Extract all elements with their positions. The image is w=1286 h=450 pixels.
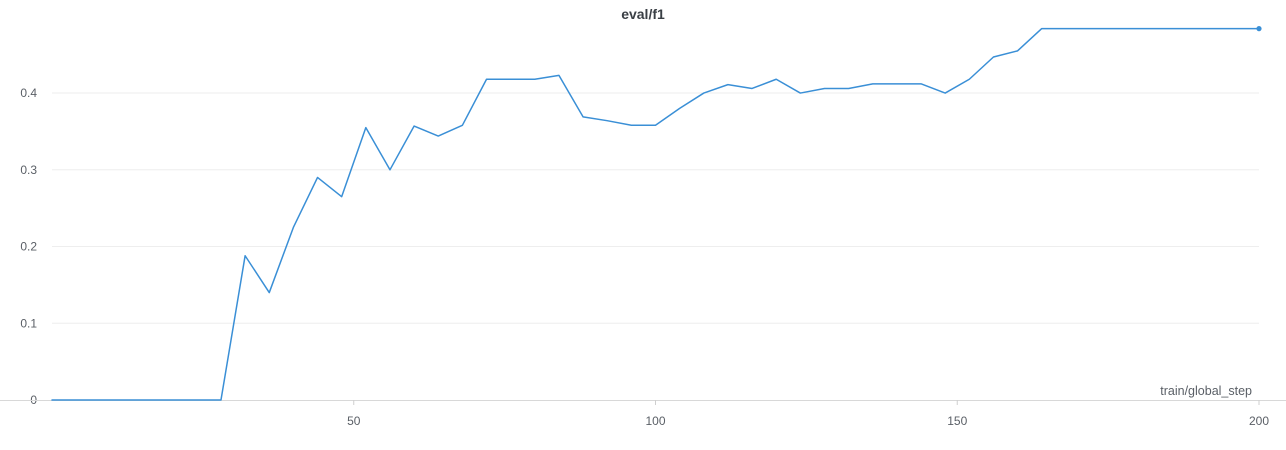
x-tick-label: 100 <box>645 414 665 428</box>
y-tick-label: 0.1 <box>20 316 37 330</box>
grid-lines <box>52 92 1259 324</box>
series-layer <box>51 26 1262 401</box>
x-tick-label: 50 <box>347 414 361 428</box>
x-tick-label: 200 <box>1249 414 1269 428</box>
x-tick-label: 150 <box>947 414 967 428</box>
y-tick-label: 0.2 <box>20 240 37 254</box>
chart-title: eval/f1 <box>621 6 665 22</box>
y-tick-label: 0.3 <box>20 163 37 177</box>
y-tick-label: 0.4 <box>20 86 37 100</box>
x-axis-title: train/global_step <box>1160 384 1252 398</box>
series-line[interactable] <box>51 27 1260 401</box>
series-end-point[interactable] <box>1256 26 1262 32</box>
